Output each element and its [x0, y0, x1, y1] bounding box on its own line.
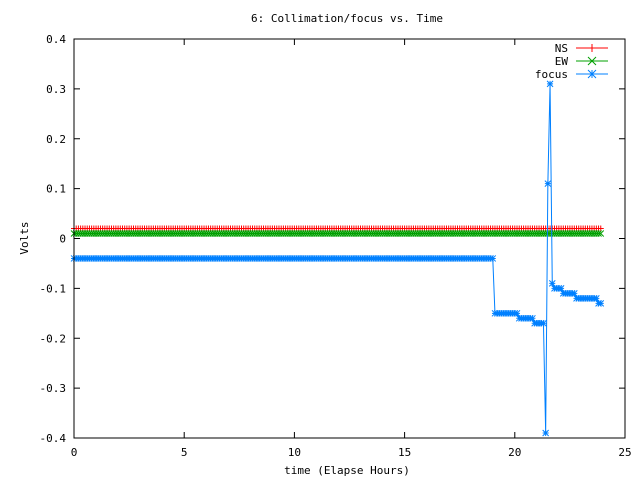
- legend-label-ns: NS: [555, 42, 568, 55]
- y-tick-label: 0.4: [46, 33, 66, 46]
- cross-marker: [597, 230, 605, 237]
- series-focus: [70, 80, 605, 437]
- star-marker: [544, 180, 552, 187]
- star-marker: [540, 319, 547, 327]
- star-marker: [489, 255, 497, 262]
- x-axis-label: time (Elapse Hours): [284, 464, 410, 477]
- y-tick-label: -0.1: [40, 282, 67, 295]
- legend-label-focus: focus: [535, 68, 568, 81]
- y-tick-label: -0.4: [40, 432, 67, 445]
- cross-marker: [587, 56, 597, 66]
- series-ew: [70, 230, 605, 237]
- plot-series: [70, 80, 605, 437]
- y-tick-label: 0.3: [46, 83, 66, 96]
- star-marker: [513, 309, 521, 317]
- cross-marker: [595, 230, 602, 237]
- y-tick-label: -0.2: [40, 332, 67, 345]
- chart-title: 6: Collimation/focus vs. Time: [251, 12, 443, 25]
- plot-border: [73, 38, 626, 439]
- star-marker: [597, 299, 605, 307]
- star-marker: [570, 290, 578, 297]
- star-marker: [587, 69, 597, 79]
- legend-label-ew: EW: [555, 55, 569, 68]
- star-marker: [592, 294, 600, 302]
- plus-marker: [588, 44, 596, 52]
- star-marker: [542, 429, 550, 437]
- y-axis-label: Volts: [18, 221, 31, 254]
- x-tick-label: 25: [618, 446, 631, 459]
- star-marker: [529, 314, 536, 322]
- x-tick-label: 0: [71, 446, 78, 459]
- plus-marker: [597, 225, 604, 232]
- y-tick-label: -0.3: [40, 382, 67, 395]
- star-marker: [546, 80, 554, 88]
- x-tick-label: 5: [181, 446, 188, 459]
- x-tick-label: 15: [398, 446, 411, 459]
- x-tick-label: 20: [508, 446, 521, 459]
- y-tick-label: 0: [59, 233, 66, 246]
- x-tick-label: 10: [288, 446, 301, 459]
- series-ns: [71, 225, 604, 232]
- axes: -0.4 -0.3 -0.2 -0.1 0 0.1 0.2 0.3 0.4 0 5 10 15 20 25: [40, 33, 632, 459]
- y-tick-label: 0.1: [46, 183, 66, 196]
- star-marker: [557, 285, 565, 292]
- star-marker: [548, 280, 556, 287]
- y-tick-label: 0.2: [46, 133, 66, 146]
